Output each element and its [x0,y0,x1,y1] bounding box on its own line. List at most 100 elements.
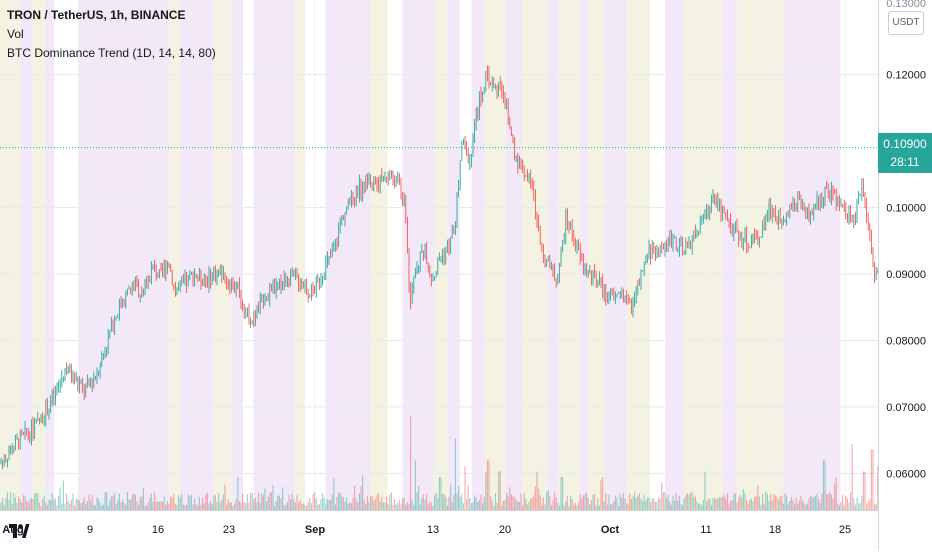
volume-bar-223 [357,502,359,510]
background-band-7 [179,0,214,510]
volume-bar-451 [722,496,724,510]
volume-bar-95 [152,501,154,510]
volume-bar-60 [96,497,98,510]
volume-bar-113 [181,493,183,510]
volume-bar-478 [765,491,767,510]
volume-bar-245 [392,504,394,510]
volume-bar-466 [746,499,748,510]
volume-bar-136 [218,493,220,510]
volume-bar-167 [267,496,269,510]
legend-indicator[interactable]: BTC Dominance Trend (1D, 14, 14, 80) [7,46,216,60]
volume-bar-197 [315,498,317,510]
currency-selector[interactable]: USDT [888,11,924,35]
volume-bar-31 [50,500,52,510]
volume-bar-186 [298,502,300,510]
volume-bar-302 [483,496,485,510]
volume-bar-39 [62,480,64,510]
volume-bar-179 [286,501,288,510]
volume-bar-460 [736,502,738,510]
volume-bar-303 [485,472,487,510]
volume-bar-513 [821,493,823,510]
legend-symbol[interactable]: TRON / TetherUS, 1h, BINANCE [7,8,186,22]
volume-bar-53 [85,504,87,510]
background-band-15 [369,0,388,510]
volume-bar-309 [494,492,496,510]
volume-bar-259 [414,460,416,510]
volume-bar-404 [646,497,648,510]
volume-bar-231 [370,496,372,510]
volume-bar-91 [146,505,148,510]
volume-bar-473 [757,485,759,510]
background-band-2 [32,0,46,510]
volume-bar-394 [630,498,632,510]
volume-bar-396 [634,492,636,510]
volume-bar-344 [550,505,552,510]
volume-bar-427 [683,498,685,510]
x-tick-label-3: 23 [223,524,235,536]
volume-bar-232 [371,496,373,510]
volume-bar-322 [515,499,517,510]
volume-bar-142 [227,499,229,510]
volume-bar-83 [133,493,135,510]
volume-bar-360 [576,505,578,510]
volume-bar-517 [827,494,829,510]
volume-bar-19 [30,497,32,510]
volume-bar-395 [632,496,634,510]
volume-bar-180 [288,494,290,510]
volume-bar-159 [254,497,256,510]
volume-bar-182 [291,494,293,510]
volume-bar-257 [411,500,413,510]
volume-bar-16 [26,500,28,510]
volume-bar-152 [243,502,245,510]
volume-bar-293 [469,497,471,510]
volume-bar-358 [573,505,575,510]
volume-bar-382 [611,504,613,510]
volume-bar-424 [678,495,680,510]
volume-bar-247 [395,504,397,510]
volume-bar-426 [682,505,684,510]
volume-bar-434 [694,495,696,510]
volume-bar-452 [723,494,725,510]
volume-bar-475 [760,504,762,510]
volume-bar-67 [107,505,109,510]
background-band-29 [604,0,627,510]
volume-bar-324 [518,502,520,510]
volume-bar-2 [3,504,5,510]
volume-bar-352 [563,505,565,510]
volume-bar-527 [843,504,845,510]
volume-bar-38 [61,503,63,510]
volume-bar-77 [123,502,125,510]
volume-bar-26 [42,499,44,510]
legend-volume[interactable]: Vol [7,27,24,41]
volume-bar-112 [179,497,181,510]
volume-bar-448 [717,498,719,510]
volume-bar-227 [363,500,365,510]
volume-bar-437 [699,503,701,510]
volume-bar-468 [749,499,751,510]
volume-bar-539 [862,471,864,510]
background-band-21 [471,0,485,510]
volume-bar-235 [376,494,378,510]
volume-bar-500 [800,495,802,510]
volume-bar-57 [91,495,93,510]
volume-bar-110 [176,505,178,510]
volume-bar-459 [734,493,736,510]
volume-bar-508 [813,497,815,510]
volume-bar-229 [366,496,368,510]
volume-bar-40 [64,503,66,510]
y-tick-label-2: 0.08000 [886,335,926,347]
volume-bar-408 [653,498,655,510]
volume-bar-414 [662,492,664,510]
volume-bar-340 [544,504,546,510]
volume-bar-521 [834,484,836,510]
y-tick-label-3: 0.09000 [886,269,926,281]
tradingview-logo-icon[interactable] [8,522,30,540]
volume-bar-56 [90,500,92,510]
volume-bar-145 [232,505,234,510]
volume-bar-464 [742,489,744,510]
volume-bar-401 [642,501,644,510]
volume-bar-14 [22,495,24,510]
volume-bar-538 [861,495,863,510]
